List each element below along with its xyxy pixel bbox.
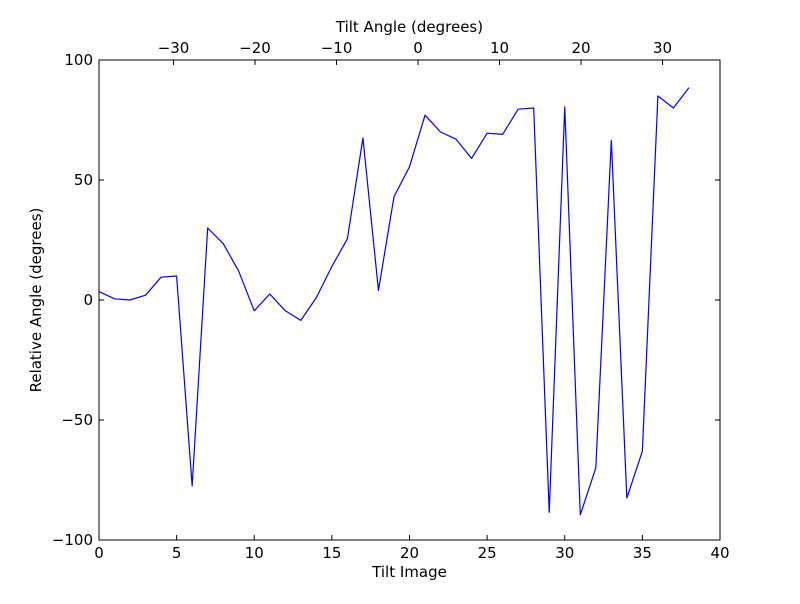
y-tick-label: 50 <box>74 171 93 189</box>
x-axis-label: Tilt Image <box>371 563 447 581</box>
y-tick-label: 100 <box>64 51 93 69</box>
x-tick-label: 0 <box>94 544 104 562</box>
x-tick-label: 30 <box>555 544 574 562</box>
top-axis-label: Tilt Angle (degrees) <box>335 18 483 36</box>
top-tick-label: 20 <box>572 39 591 57</box>
x-tick-label: 35 <box>633 544 652 562</box>
series-layer <box>98 87 690 516</box>
x-tick-label: 15 <box>322 544 341 562</box>
top-tick-label: −30 <box>158 39 190 57</box>
plot-area-frame <box>98 59 721 541</box>
y-tick-label: 0 <box>83 291 93 309</box>
x-tick-label: 5 <box>172 544 182 562</box>
top-tick-label: −10 <box>321 39 353 57</box>
x-tick-label: 20 <box>400 544 419 562</box>
y-axis-label: Relative Angle (degrees) <box>27 208 45 393</box>
top-tick-label: 0 <box>413 39 423 57</box>
y-tick-label: −50 <box>61 411 93 429</box>
ticks-layer <box>98 59 721 541</box>
x-tick-label: 40 <box>710 544 729 562</box>
series-line <box>98 87 690 516</box>
x-tick-label: 10 <box>245 544 264 562</box>
y-tick-label: −100 <box>52 531 93 549</box>
x-tick-label: 25 <box>478 544 497 562</box>
top-tick-label: 10 <box>490 39 509 57</box>
top-tick-label: 30 <box>653 39 672 57</box>
top-tick-label: −20 <box>239 39 271 57</box>
